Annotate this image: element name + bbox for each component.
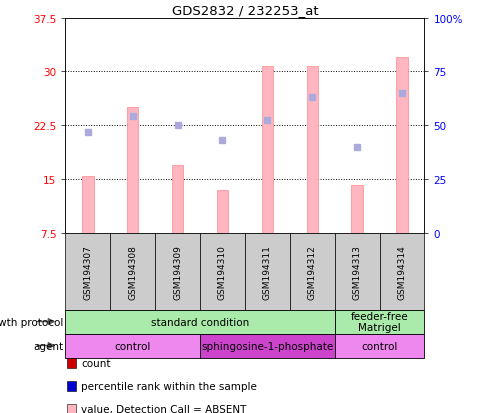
Bar — [334, 310, 424, 334]
Text: GSM194309: GSM194309 — [173, 244, 182, 299]
Bar — [334, 334, 424, 358]
Bar — [67, 381, 76, 391]
Bar — [395, 58, 407, 233]
Bar — [334, 233, 378, 310]
Title: GDS2832 / 232253_at: GDS2832 / 232253_at — [171, 5, 318, 17]
Text: feeder-free
Matrigel: feeder-free Matrigel — [350, 311, 408, 332]
Text: count: count — [81, 358, 110, 368]
Bar — [110, 233, 155, 310]
Text: GSM194314: GSM194314 — [396, 244, 406, 299]
Bar — [172, 165, 183, 233]
Text: value, Detection Call = ABSENT: value, Detection Call = ABSENT — [81, 404, 246, 413]
Text: percentile rank within the sample: percentile rank within the sample — [81, 381, 257, 391]
Text: growth protocol: growth protocol — [0, 317, 63, 327]
Bar — [351, 185, 362, 233]
Bar — [65, 334, 199, 358]
Bar — [289, 233, 334, 310]
Text: sphingosine-1-phosphate: sphingosine-1-phosphate — [201, 341, 333, 351]
Text: control: control — [114, 341, 151, 351]
Text: control: control — [361, 341, 397, 351]
Bar — [155, 233, 200, 310]
Bar — [82, 176, 93, 233]
Text: GSM194311: GSM194311 — [262, 244, 272, 299]
Text: GSM194312: GSM194312 — [307, 244, 316, 299]
Bar — [306, 66, 317, 233]
Text: standard condition: standard condition — [151, 317, 249, 327]
Text: GSM194308: GSM194308 — [128, 244, 137, 299]
Bar — [67, 404, 76, 413]
Bar — [127, 108, 138, 233]
Bar — [378, 233, 424, 310]
Bar — [261, 66, 272, 233]
Bar — [67, 358, 76, 368]
Text: GSM194310: GSM194310 — [217, 244, 227, 299]
Text: agent: agent — [33, 341, 63, 351]
Bar — [199, 233, 244, 310]
Bar — [199, 334, 334, 358]
Bar — [65, 310, 334, 334]
Text: GSM194307: GSM194307 — [83, 244, 92, 299]
Bar — [216, 190, 227, 233]
Bar — [65, 233, 110, 310]
Text: GSM194313: GSM194313 — [352, 244, 361, 299]
Bar — [244, 233, 289, 310]
